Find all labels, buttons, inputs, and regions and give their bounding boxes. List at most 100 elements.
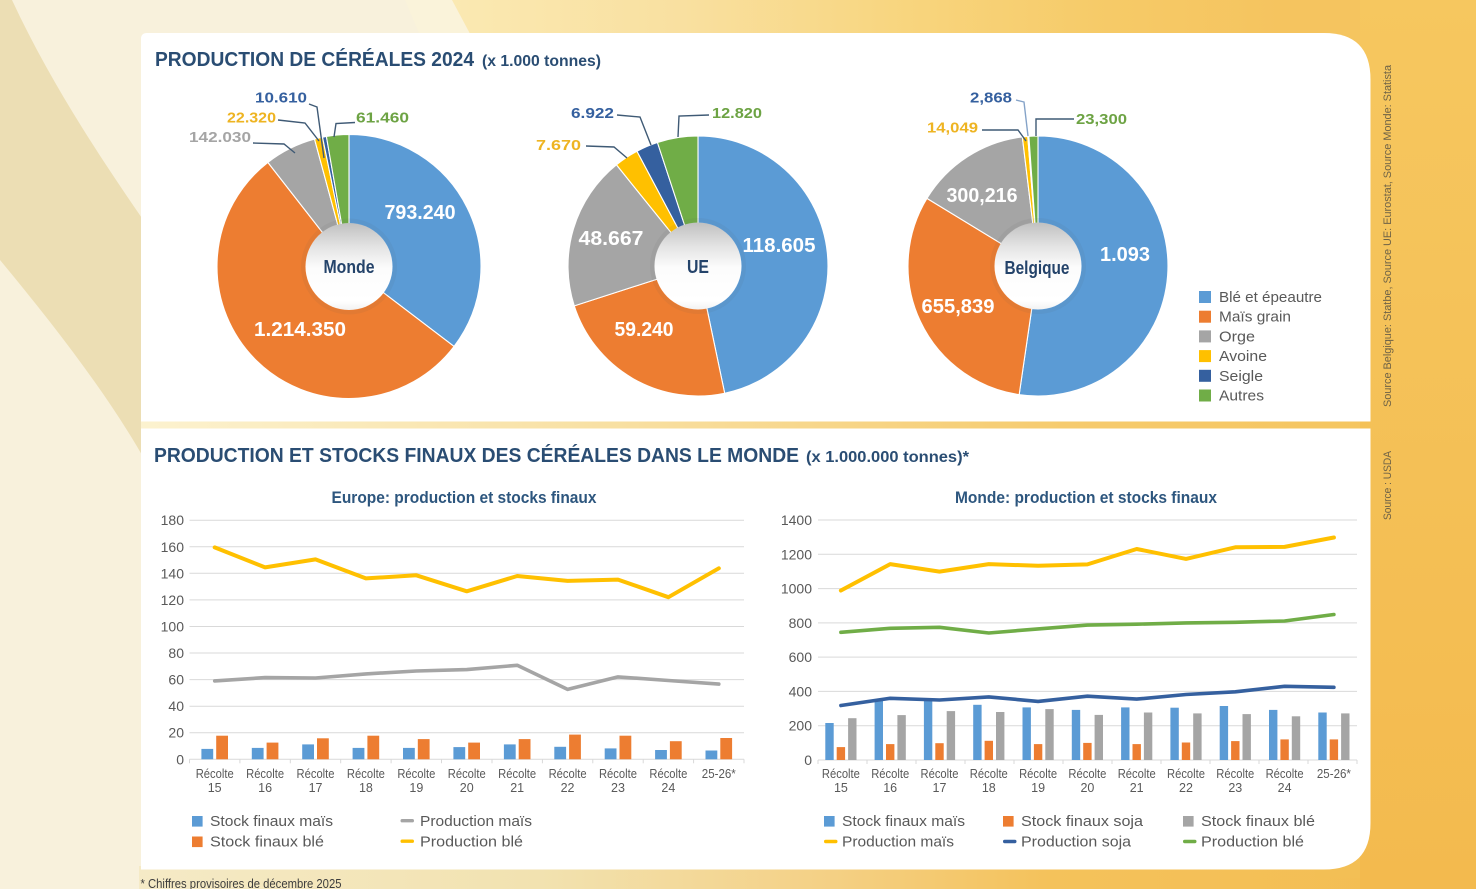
svg-text:Récolte: Récolte <box>1118 767 1156 781</box>
svg-text:20: 20 <box>168 725 184 741</box>
svg-text:60: 60 <box>168 672 184 688</box>
svg-text:Stock finaux blé: Stock finaux blé <box>1201 813 1315 830</box>
svg-text:22: 22 <box>561 781 575 795</box>
svg-text:19: 19 <box>1031 781 1045 795</box>
svg-text:20: 20 <box>460 781 474 795</box>
svg-text:Récolte: Récolte <box>871 767 909 781</box>
svg-text:0: 0 <box>804 752 812 768</box>
svg-text:48.667: 48.667 <box>579 228 644 250</box>
svg-text:142.030: 142.030 <box>189 129 251 146</box>
svg-text:15: 15 <box>208 781 222 795</box>
svg-text:600: 600 <box>789 649 813 665</box>
svg-text:Récolte: Récolte <box>196 767 234 781</box>
svg-text:Blé et épeautre: Blé et épeautre <box>1219 289 1322 306</box>
svg-text:21: 21 <box>510 781 524 795</box>
svg-text:80: 80 <box>168 645 184 661</box>
svg-text:800: 800 <box>789 615 813 631</box>
svg-text:120: 120 <box>161 592 185 608</box>
svg-text:23: 23 <box>1228 781 1242 795</box>
svg-text:(x 1.000 tonnes): (x 1.000 tonnes) <box>482 53 601 70</box>
svg-text:Maïs grain: Maïs grain <box>1219 309 1291 326</box>
svg-text:6.922: 6.922 <box>571 105 614 122</box>
svg-text:Récolte: Récolte <box>397 767 435 781</box>
svg-text:24: 24 <box>1278 781 1292 795</box>
svg-text:Seigle: Seigle <box>1219 368 1263 385</box>
svg-text:Récolte: Récolte <box>649 767 687 781</box>
svg-text:2,868: 2,868 <box>970 90 1012 107</box>
svg-text:20: 20 <box>1080 781 1094 795</box>
svg-text:Récolte: Récolte <box>921 767 959 781</box>
svg-text:160: 160 <box>161 539 185 555</box>
svg-text:Orge: Orge <box>1219 328 1255 345</box>
svg-text:Récolte: Récolte <box>599 767 637 781</box>
svg-text:59.240: 59.240 <box>615 319 674 341</box>
svg-text:793.240: 793.240 <box>385 202 456 224</box>
svg-text:655,839: 655,839 <box>922 296 995 318</box>
svg-text:7.670: 7.670 <box>536 137 581 154</box>
svg-text:16: 16 <box>258 781 272 795</box>
svg-text:200: 200 <box>789 718 813 734</box>
svg-text:Production maïs: Production maïs <box>420 813 532 830</box>
svg-text:Récolte: Récolte <box>822 767 860 781</box>
svg-text:Récolte: Récolte <box>498 767 536 781</box>
svg-text:Récolte: Récolte <box>1216 767 1254 781</box>
svg-text:1200: 1200 <box>781 546 812 562</box>
svg-text:23: 23 <box>611 781 625 795</box>
svg-text:Source Belgique: Statbe, Sourc: Source Belgique: Statbe, Source UE: Euro… <box>1382 64 1394 407</box>
svg-text:* Chiffres provisoires de déce: * Chiffres provisoires de décembre 2025 <box>141 876 342 889</box>
svg-text:UE: UE <box>687 257 709 277</box>
svg-text:1000: 1000 <box>781 581 812 597</box>
svg-text:10.610: 10.610 <box>255 90 307 107</box>
svg-text:Récolte: Récolte <box>549 767 587 781</box>
svg-text:Production maïs: Production maïs <box>842 834 954 851</box>
svg-text:0: 0 <box>176 751 184 767</box>
svg-text:19: 19 <box>409 781 423 795</box>
svg-text:Récolte: Récolte <box>297 767 335 781</box>
svg-text:Belgique: Belgique <box>1005 258 1070 278</box>
svg-text:Autres: Autres <box>1219 388 1264 405</box>
svg-text:Production soja: Production soja <box>1021 834 1132 851</box>
svg-text:300,216: 300,216 <box>947 185 1018 207</box>
svg-text:23,300: 23,300 <box>1076 111 1127 128</box>
svg-text:24: 24 <box>661 781 675 795</box>
svg-text:118.605: 118.605 <box>743 235 816 257</box>
svg-text:18: 18 <box>359 781 373 795</box>
svg-text:Avoine: Avoine <box>1219 348 1267 365</box>
svg-text:Europe: production et stocks f: Europe: production et stocks finaux <box>332 489 598 507</box>
svg-text:17: 17 <box>933 781 947 795</box>
svg-text:Stock finaux maïs: Stock finaux maïs <box>842 813 965 830</box>
svg-text:Récolte: Récolte <box>1019 767 1057 781</box>
svg-text:15: 15 <box>834 781 848 795</box>
svg-text:1400: 1400 <box>781 512 812 528</box>
svg-text:Stock finaux maïs: Stock finaux maïs <box>210 813 333 830</box>
svg-text:400: 400 <box>789 683 813 699</box>
svg-text:Stock finaux blé: Stock finaux blé <box>210 834 324 851</box>
svg-text:Stock finaux soja: Stock finaux soja <box>1021 813 1144 830</box>
svg-text:Récolte: Récolte <box>1068 767 1106 781</box>
svg-text:Récolte: Récolte <box>246 767 284 781</box>
svg-text:PRODUCTION DE CÉRÉALES 2024: PRODUCTION DE CÉRÉALES 2024 <box>155 48 475 71</box>
svg-text:12.820: 12.820 <box>712 105 762 122</box>
svg-text:Production blé: Production blé <box>1201 834 1304 851</box>
svg-text:14,049: 14,049 <box>927 120 978 137</box>
svg-text:140: 140 <box>161 565 185 581</box>
svg-text:1.214.350: 1.214.350 <box>254 319 346 341</box>
svg-text:Récolte: Récolte <box>448 767 486 781</box>
svg-text:Source : USDA: Source : USDA <box>1382 450 1394 520</box>
svg-text:Récolte: Récolte <box>347 767 385 781</box>
svg-text:22: 22 <box>1179 781 1193 795</box>
svg-text:25-26*: 25-26* <box>702 767 736 781</box>
svg-text:25-26*: 25-26* <box>1317 767 1351 781</box>
svg-text:Production blé: Production blé <box>420 834 523 851</box>
svg-text:100: 100 <box>161 618 185 634</box>
svg-text:Récolte: Récolte <box>1266 767 1304 781</box>
svg-text:18: 18 <box>982 781 996 795</box>
svg-text:Récolte: Récolte <box>970 767 1008 781</box>
svg-text:16: 16 <box>883 781 897 795</box>
svg-text:Récolte: Récolte <box>1167 767 1205 781</box>
svg-text:PRODUCTION ET STOCKS FINAUX DE: PRODUCTION ET STOCKS FINAUX DES CÉRÉALES… <box>154 444 799 467</box>
svg-text:22.320: 22.320 <box>227 110 276 127</box>
svg-text:61.460: 61.460 <box>356 110 409 127</box>
svg-text:17: 17 <box>309 781 323 795</box>
svg-text:Monde: Monde <box>324 257 375 277</box>
